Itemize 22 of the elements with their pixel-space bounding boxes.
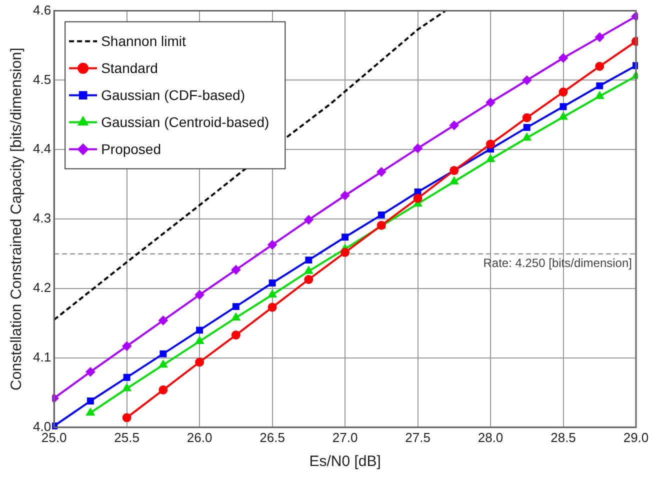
x-tick-label: 26.5	[260, 430, 285, 445]
y-tick-label: 4.1	[32, 350, 52, 365]
legend-label: Shannon limit	[101, 33, 186, 50]
x-tick-label: 28.5	[550, 430, 576, 445]
y-tick-label: 4.2	[32, 280, 52, 296]
y-tick-label: 4.6	[32, 2, 52, 18]
y-tick-label: 4.5	[32, 72, 52, 87]
x-axis-title: Es/N0 [dB]	[309, 453, 381, 470]
x-tick-label: 28.0	[478, 430, 504, 445]
x-tick-label: 29.0	[623, 430, 649, 445]
legend-label: Proposed	[101, 141, 162, 158]
x-tick-label: 26.0	[186, 430, 212, 445]
x-tick-label: 27.5	[405, 430, 430, 445]
legend-label: Standard	[101, 60, 158, 76]
y-axis-title: Constellation Constrained Capacity [bits/dimension]	[8, 48, 26, 390]
x-tick-label: 27.0	[332, 430, 358, 445]
y-tick-label: 4.4	[32, 141, 52, 156]
ref-line-label: Rate: 4.250 [bits/dimension]	[483, 256, 632, 270]
x-tick-label: 25.5	[114, 430, 140, 445]
legend-label: Gaussian (CDF-based)	[101, 87, 246, 104]
y-tick-label: 4.3	[32, 210, 52, 226]
legend-label: Gaussian (Centroid-based)	[101, 114, 270, 130]
